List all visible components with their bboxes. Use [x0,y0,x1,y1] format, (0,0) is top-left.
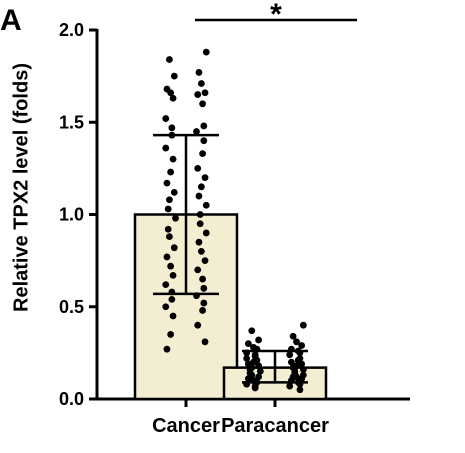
data-point-cancer-25 [170,188,178,196]
data-point-paracancer-50 [296,386,304,394]
data-point-cancer-50 [200,299,208,307]
data-point-cancer-41 [167,262,175,270]
data-point-cancer-35 [166,233,173,241]
data-point-cancer-33 [164,225,172,233]
data-point-cancer-53 [169,312,177,320]
data-point-cancer-37 [170,244,178,252]
data-point-paracancer-0 [299,321,307,329]
data-point-paracancer-5 [244,340,252,348]
data-point-paracancer-37 [255,373,262,381]
data-point-cancer-46 [200,284,208,292]
data-point-paracancer-22 [298,360,306,368]
data-point-paracancer-31 [256,367,264,375]
data-point-paracancer-20 [288,358,295,366]
data-point-cancer-22 [201,174,209,182]
data-point-paracancer-48 [286,382,294,390]
x-tick-label-paracancer: Paracancer [221,415,329,437]
data-point-cancer-38 [197,248,205,255]
data-point-paracancer-14 [286,351,294,359]
data-point-paracancer-28 [299,366,307,373]
data-point-cancer-8 [194,91,202,98]
data-point-cancer-17 [162,144,170,152]
data-point-cancer-49 [168,295,176,303]
y-tick-label-2: 1.0 [59,205,84,225]
y-tick-label-4: 2.0 [59,20,84,40]
data-point-cancer-21 [167,168,175,176]
data-point-cancer-39 [163,253,171,261]
data-point-cancer-6 [201,89,209,97]
data-point-cancer-19 [169,155,177,163]
data-point-cancer-36 [195,238,203,246]
y-tick-label-3: 1.5 [59,112,84,132]
data-point-paracancer-3 [255,336,262,344]
significance-marker: * [270,0,282,31]
data-point-paracancer-1 [248,327,256,335]
data-point-cancer-51 [162,303,170,311]
data-point-paracancer-17 [243,355,251,362]
data-point-paracancer-25 [255,362,262,370]
panel-label: A [0,4,22,37]
data-point-cancer-14 [193,128,200,135]
data-point-cancer-26 [195,192,203,200]
data-point-cancer-20 [194,164,202,172]
data-point-cancer-28 [202,201,210,209]
data-point-cancer-10 [199,100,206,108]
data-point-cancer-7 [167,89,175,97]
data-point-cancer-24 [197,183,205,191]
data-point-cancer-43 [169,271,177,279]
data-point-cancer-55 [167,331,175,338]
data-point-cancer-11 [162,115,170,122]
data-point-paracancer-6 [298,342,306,349]
data-point-cancer-57 [163,345,171,353]
data-point-cancer-45 [162,281,170,289]
data-point-cancer-9 [169,94,177,102]
data-point-cancer-31 [172,214,179,222]
data-point-paracancer-4 [293,338,300,346]
data-point-cancer-40 [201,257,209,265]
data-point-cancer-27 [166,196,173,204]
data-point-cancer-2 [195,69,203,76]
data-point-cancer-4 [197,80,205,87]
data-point-cancer-23 [163,179,171,187]
data-point-cancer-52 [199,307,206,314]
data-point-cancer-13 [168,124,176,132]
data-point-cancer-16 [200,137,208,145]
data-point-paracancer-21 [250,358,257,366]
data-point-paracancer-49 [251,384,259,392]
data-point-cancer-1 [166,56,173,63]
data-point-cancer-54 [194,321,202,329]
data-point-cancer-44 [199,275,206,283]
data-point-paracancer-2 [289,332,297,340]
data-point-cancer-18 [199,150,206,158]
data-point-cancer-34 [202,229,210,237]
y-tick-label-1: 0.5 [59,297,84,317]
data-point-cancer-12 [200,122,208,130]
data-point-paracancer-39 [244,375,252,383]
data-point-paracancer-38 [293,373,300,381]
y-tick-label-0: 0.0 [59,389,84,409]
x-tick-label-cancer: Cancer [152,415,220,437]
data-point-cancer-3 [170,72,178,80]
data-point-cancer-30 [196,211,204,218]
data-point-cancer-29 [164,205,172,213]
data-point-cancer-32 [196,220,204,228]
data-point-cancer-0 [202,48,210,56]
data-point-cancer-56 [201,338,209,346]
data-point-cancer-42 [194,266,202,274]
